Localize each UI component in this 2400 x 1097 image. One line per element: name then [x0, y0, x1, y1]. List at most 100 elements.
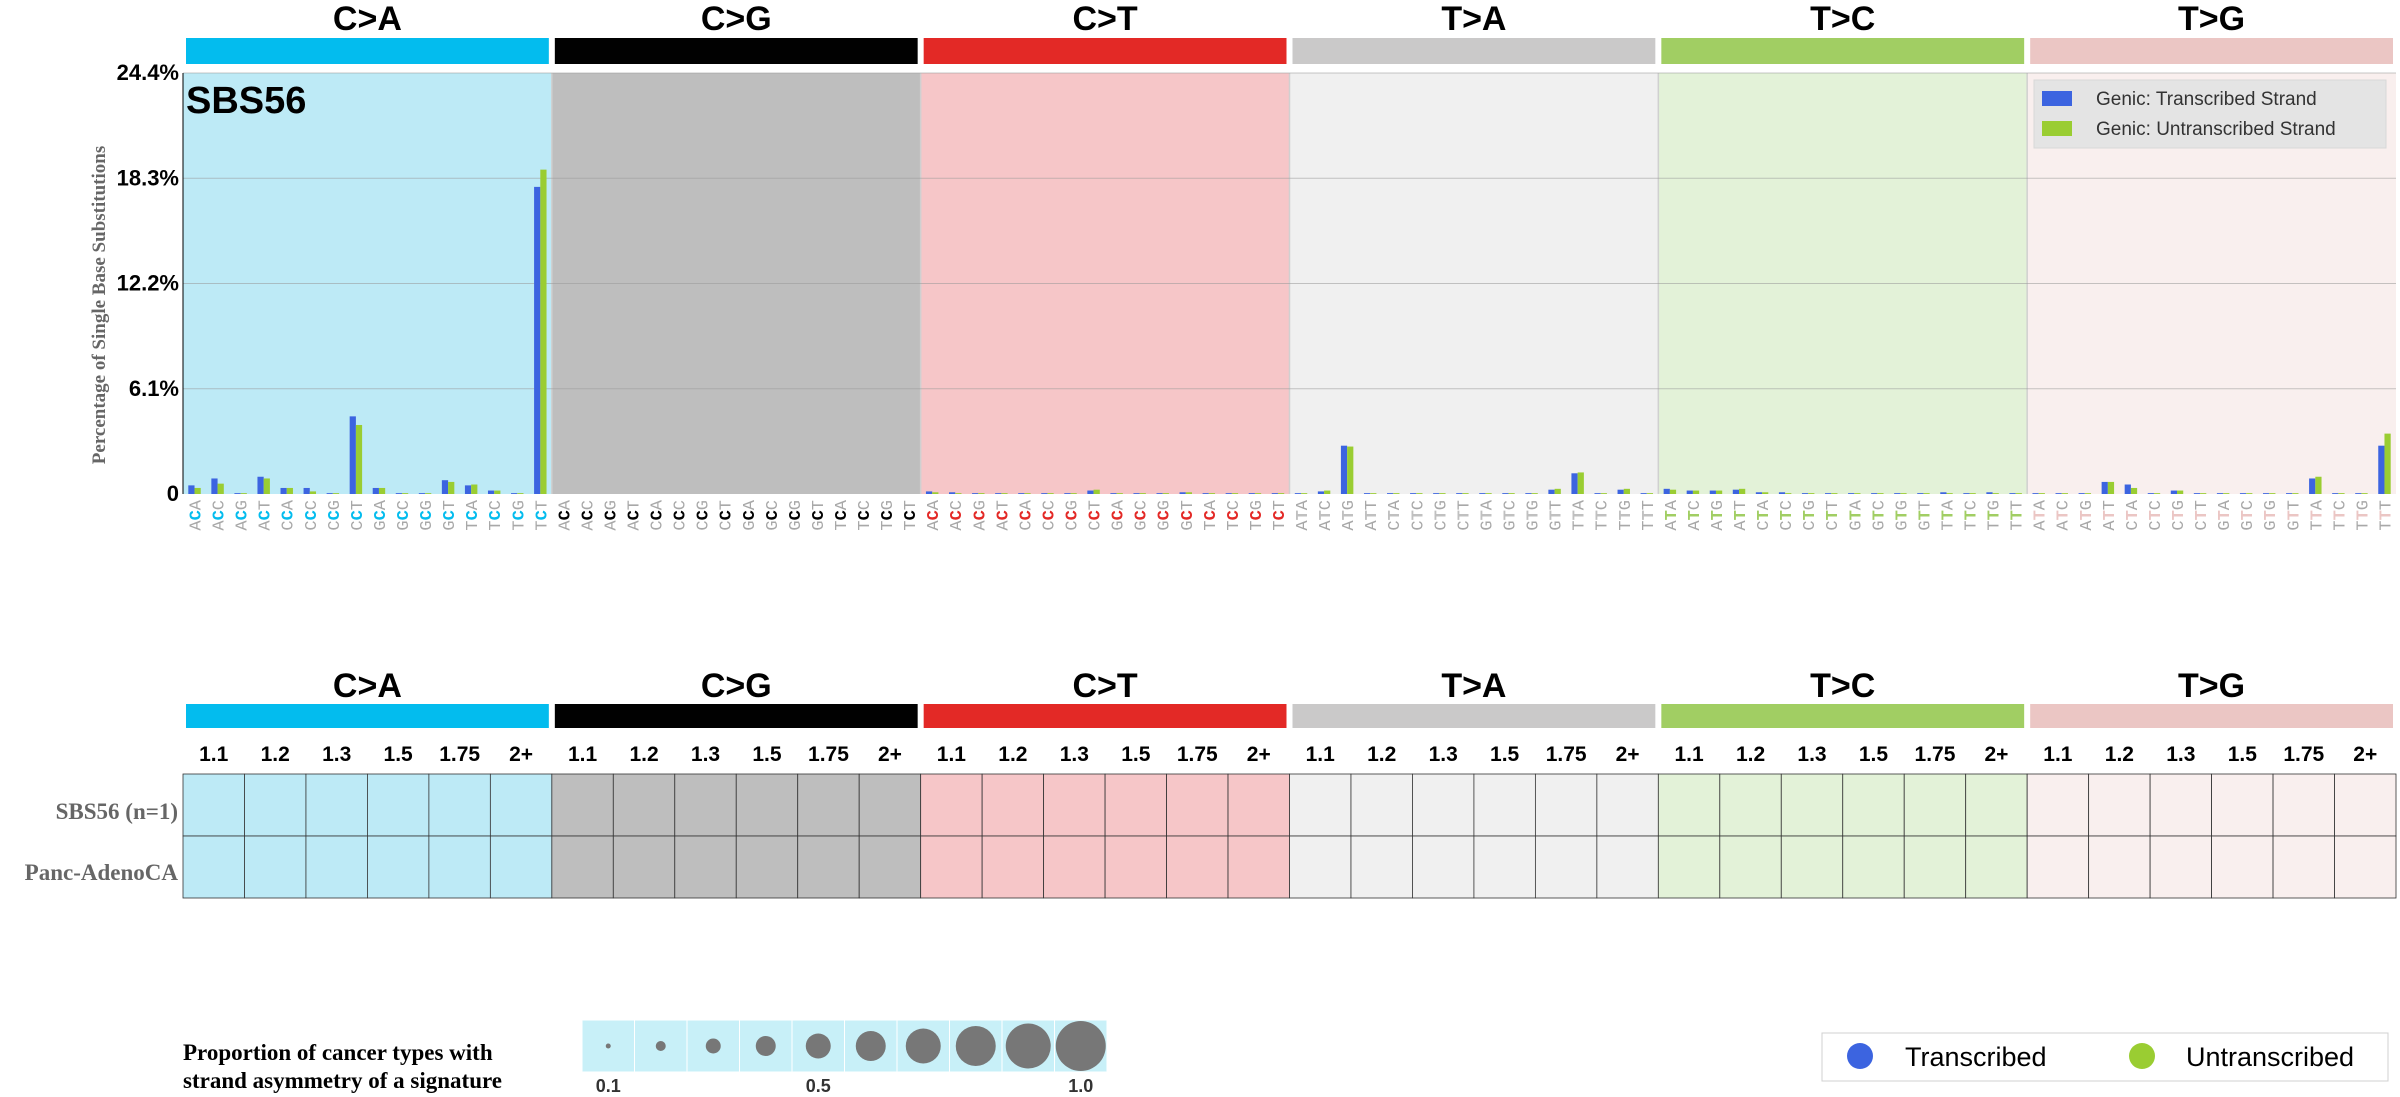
bar-untranscribed — [2269, 493, 2276, 494]
strand-asymmetry-grid: C>A C>G C>T T>A T>C T>G 1.1 1.2 1.3 1.5 1.75 2+ 1.1… — [25, 667, 2397, 899]
grid-cell — [1965, 773, 2028, 837]
bar-transcribed — [2262, 493, 2270, 494]
context-label: CCT — [349, 500, 368, 531]
grid-cell — [1166, 835, 1229, 899]
size-legend-title-line1: Proportion of cancer types with — [183, 1040, 493, 1065]
context-label: ACA — [188, 499, 207, 530]
group-label-t-to-g: T>G — [2178, 0, 2245, 38]
bar-untranscribed — [1024, 493, 1031, 494]
context-label: ACC — [948, 500, 967, 531]
bar-untranscribed — [1093, 489, 1100, 494]
grid-column-label: 1.5 — [1859, 743, 1889, 766]
bar-transcribed — [1640, 493, 1647, 494]
bar-untranscribed — [1923, 493, 1930, 494]
grid-column-label: 1.3 — [1060, 743, 1089, 766]
size-legend-marker — [1005, 1023, 1051, 1069]
context-label: CTG — [1801, 500, 1820, 531]
bar-transcribed — [2101, 481, 2108, 494]
grid-cell — [735, 835, 799, 899]
grid-cell — [1534, 773, 1598, 837]
bar-untranscribed — [1900, 493, 1907, 494]
context-label: TCA — [833, 499, 852, 530]
bar-transcribed — [1548, 489, 1555, 494]
y-axis: 0 6.1% 12.2% 18.3% 24.4% — [117, 60, 184, 506]
grid-column-label: 1.75 — [439, 743, 480, 766]
size-legend-marker — [655, 1041, 666, 1051]
grid-column-label: 1.5 — [1121, 743, 1151, 766]
context-label: ATC — [1686, 500, 1705, 531]
grid-column-label: 1.75 — [1915, 743, 1956, 766]
grid-column-label: 1.3 — [1797, 743, 1826, 766]
bar-untranscribed — [1462, 493, 1469, 494]
context-label: ATG — [1709, 500, 1728, 531]
bar-transcribed — [1387, 493, 1394, 494]
context-label: TTT — [1640, 500, 1659, 531]
size-legend-marker — [805, 1033, 831, 1059]
bar-transcribed — [2239, 493, 2247, 494]
chart-gridlines — [183, 72, 2396, 390]
bar-untranscribed — [978, 493, 985, 494]
context-label: CTG — [1432, 500, 1451, 531]
strand-legend: Transcribed Untranscribed — [1821, 1032, 2389, 1082]
grid-cell — [1043, 835, 1106, 899]
grid-cell — [428, 773, 491, 837]
bar-transcribed — [2124, 484, 2131, 494]
bar-untranscribed — [378, 487, 386, 494]
context-label: GTC — [1870, 500, 1889, 531]
context-label: TTG — [1617, 500, 1636, 531]
grid-cell — [305, 835, 368, 899]
bar-transcribed — [1087, 490, 1094, 494]
bar-untranscribed — [2015, 493, 2022, 494]
y-tick-label: 6.1% — [129, 376, 179, 401]
grid-cell — [2211, 773, 2274, 837]
context-label: CCA — [1017, 499, 1036, 530]
bar-transcribed — [1502, 493, 1509, 494]
bar-transcribed — [1433, 493, 1440, 494]
grid-column-labels: 1.1 1.2 1.3 1.5 1.75 2+ 1.1 1.2 1.3 1.5 1.75 2+ 1.1 1… — [199, 743, 2377, 766]
grid-cell — [1780, 835, 1844, 899]
grid-cell — [2272, 835, 2335, 899]
y-axis-label: Percentage of Single Base Substitutions — [89, 146, 110, 464]
grid-cell — [2026, 835, 2090, 899]
grid-cell — [551, 773, 614, 837]
bar-transcribed — [188, 485, 195, 494]
grid-group-label-t-to-g: T>G — [2178, 667, 2245, 705]
bar-transcribed — [1179, 492, 1186, 494]
grid-column-label: 2+ — [1616, 743, 1640, 766]
context-label: ACT — [257, 500, 276, 531]
context-label: CTA — [1386, 499, 1405, 530]
context-label: GTC — [2239, 500, 2258, 531]
bar-untranscribed — [448, 481, 455, 494]
bar-transcribed — [1018, 493, 1025, 494]
context-label: GTG — [2262, 500, 2281, 531]
grid-column-label: 1.5 — [1490, 743, 1520, 766]
grid-group-label-c-to-a: C>A — [333, 667, 402, 705]
bar-untranscribed — [240, 493, 247, 494]
bar-untranscribed — [1600, 493, 1607, 494]
context-label: TCC — [487, 500, 506, 531]
group-bar-c-to-a — [186, 38, 549, 64]
grid-column-label: 1.75 — [1546, 743, 1587, 766]
size-legend-tick: 0.5 — [806, 1076, 831, 1096]
size-legend-marker — [955, 1026, 996, 1066]
legend-box — [2033, 79, 2387, 149]
grid-cell — [2026, 773, 2090, 837]
bar-transcribed — [2009, 493, 2016, 494]
bar-transcribed — [1755, 492, 1763, 494]
grid-cell — [1227, 835, 1290, 899]
bar-untranscribed — [332, 493, 340, 494]
context-label: GTA — [1478, 499, 1497, 530]
bar-transcribed — [1363, 493, 1371, 494]
grid-cell — [1903, 835, 1967, 899]
bar-transcribed — [1133, 493, 1140, 494]
context-label: GCT — [810, 500, 829, 531]
bar-transcribed — [2286, 493, 2293, 494]
group-bar-t-to-a — [1292, 38, 1656, 64]
bar-transcribed — [1294, 493, 1302, 494]
bar-transcribed — [1732, 489, 1740, 494]
grid-cell — [1473, 835, 1536, 899]
context-label: CTG — [2170, 500, 2189, 531]
context-label: CCT — [1087, 500, 1106, 531]
context-label: GTG — [1525, 500, 1544, 531]
size-legend-marker — [855, 1031, 886, 1061]
